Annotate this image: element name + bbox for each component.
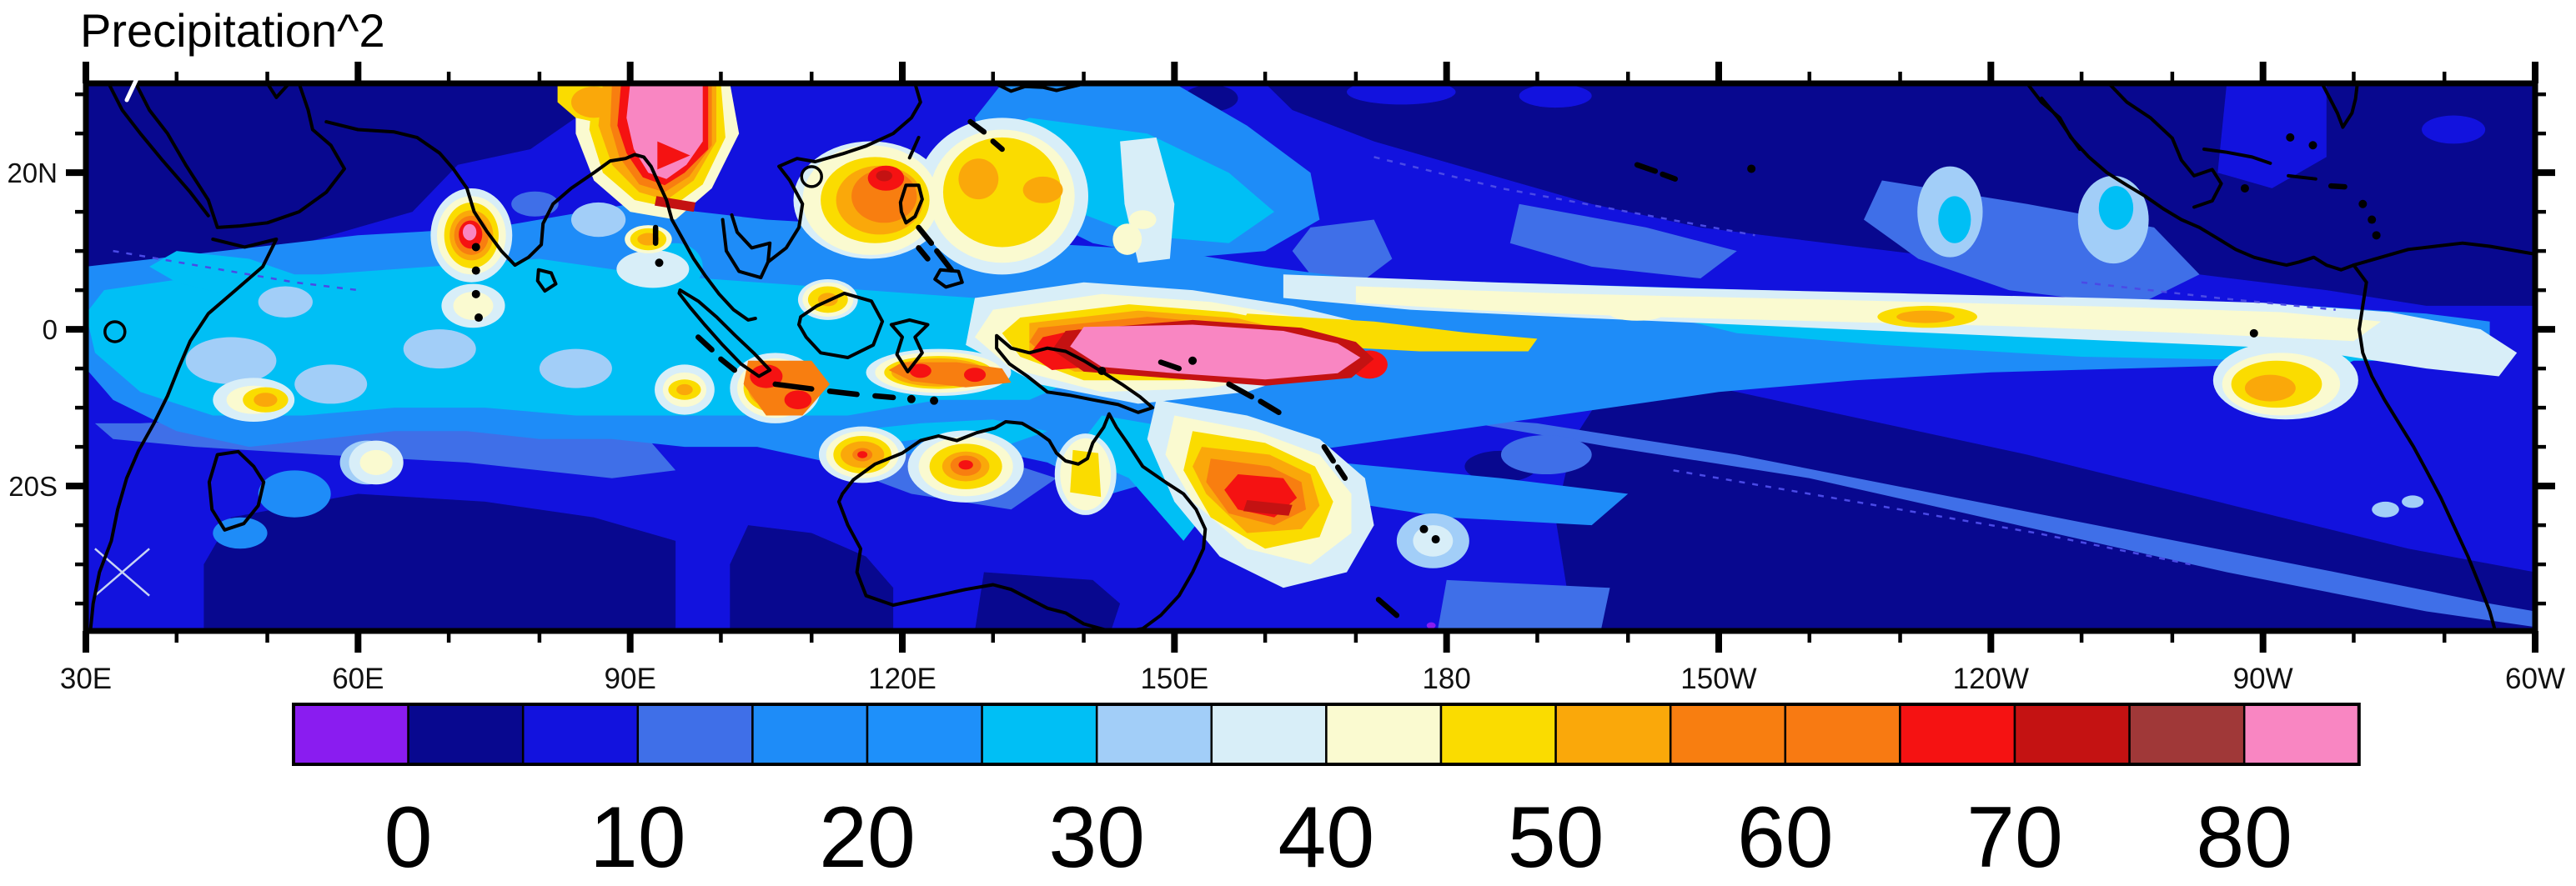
- colorbar-cell: [1095, 703, 1213, 766]
- colorbar-cell: [521, 703, 640, 766]
- colorbar-cell: [1554, 703, 1672, 766]
- colorbar-cell: [1439, 703, 1557, 766]
- axis-tick-labels: 30E 60E 90E 120E 150E 180 150W 120W 90W 60W 20N 0 20…: [7, 158, 2565, 695]
- colorbar-tick-label: 50: [1508, 789, 1604, 882]
- x-tick-label: 120E: [868, 663, 936, 695]
- x-tick-label: 180: [1422, 663, 1470, 695]
- colorbar-tick-label: 70: [1966, 789, 2063, 882]
- map-contour-fills: [86, 83, 2535, 631]
- colorbar-cell: [2128, 703, 2246, 766]
- island-marks: [471, 118, 2381, 618]
- x-tick-label: 90E: [605, 663, 656, 695]
- colorbar-cell: [1899, 703, 2016, 766]
- colorbar-tick-label: 20: [819, 789, 916, 882]
- colorbar-tick-label: 30: [1048, 789, 1145, 882]
- colorbar-cell: [407, 703, 525, 766]
- colorbar-tick-label: 60: [1737, 789, 1834, 882]
- colorbar-cell: [636, 703, 754, 766]
- x-tick-label: 60W: [2505, 663, 2565, 695]
- colorbar-tick-label: 40: [1278, 789, 1375, 882]
- colorbar-labels: 0 10 20 30 40 50 60 70 80: [384, 789, 2292, 886]
- x-tick-label: 60E: [332, 663, 384, 695]
- plot-title: Precipitation^2: [80, 4, 385, 57]
- axis-ticks: [66, 62, 2555, 653]
- colorbar-cell: [1784, 703, 1901, 766]
- x-tick-label: 30E: [60, 663, 112, 695]
- colorbar: [292, 703, 2361, 766]
- colorbar-cell: [751, 703, 869, 766]
- colorbar-cell: [1669, 703, 1787, 766]
- y-tick-label: 20N: [7, 158, 58, 188]
- stray-slash-artifact: [124, 69, 143, 103]
- colorbar-cell: [1325, 703, 1443, 766]
- coastlines: [88, 83, 2535, 631]
- x-tick-label: 120W: [1953, 663, 2029, 695]
- colorbar-cell: [1210, 703, 1328, 766]
- y-tick-label: 20S: [8, 471, 58, 502]
- colorbar-tick-label: 80: [2196, 789, 2292, 882]
- colorbar-cell: [2013, 703, 2131, 766]
- x-tick-label: 150E: [1140, 663, 1208, 695]
- colorbar-cell: [2242, 703, 2361, 766]
- colorbar-cell: [292, 703, 409, 766]
- plot-frame: [83, 80, 2538, 634]
- colorbar-cell: [866, 703, 983, 766]
- x-tick-label: 90W: [2233, 663, 2293, 695]
- y-tick-label: 0: [43, 314, 58, 345]
- colorbar-cell: [981, 703, 1098, 766]
- x-tick-label: 150W: [1680, 663, 1756, 695]
- colorbar-tick-label: 10: [590, 789, 686, 882]
- colorbar-tick-label: 0: [384, 789, 433, 882]
